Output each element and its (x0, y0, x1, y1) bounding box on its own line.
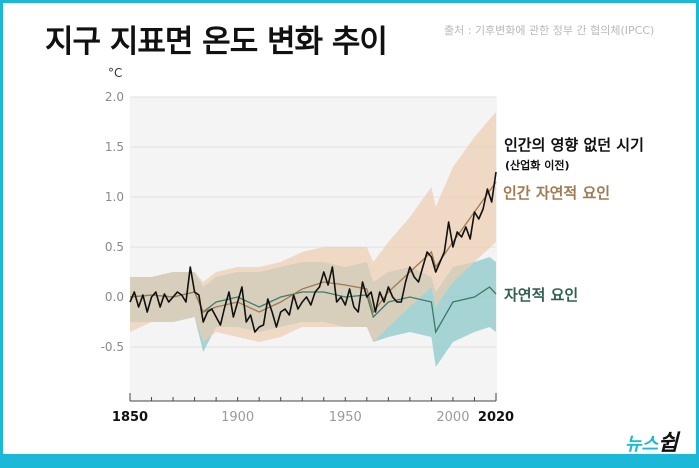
x-tick-label: 1950 (329, 410, 362, 425)
y-tick-label: 0.5 (105, 240, 124, 254)
page-title: 지구 지표면 온도 변화 추이 (45, 24, 388, 60)
series-lines (129, 171, 497, 334)
line-human-natural (129, 181, 497, 314)
source-note: 출처 : 기후변화에 관한 정부 간 협의체(IPCC) (444, 24, 655, 37)
y-tick-label: 0.0 (105, 290, 124, 304)
y-tick-label: 2.0 (105, 90, 124, 104)
y-tick-label: 1.5 (105, 140, 124, 154)
legend-label-observed: 인간의 영향 없던 시기 (504, 136, 644, 154)
legend-label-human-natural: 인간 자연적 요인 (503, 184, 611, 202)
x-tick-label: 2000 (436, 410, 469, 425)
logo-part-2: 쉽 (658, 431, 679, 456)
y-tick-label: -0.5 (101, 340, 124, 354)
line-observed (129, 171, 497, 333)
y-axis-unit: °C (108, 66, 123, 80)
legend-label-natural: 자연적 요인 (504, 286, 579, 304)
x-tick-label: 1850 (112, 410, 148, 425)
x-tick-label: 1900 (221, 410, 254, 425)
y-tick-label: 1.0 (105, 190, 124, 204)
x-tick-label: 2020 (478, 410, 514, 425)
logo-part-1: 뉴스 (625, 434, 659, 455)
y-axis: 2.0 1.5 1.0 0.5 0.0 -0.5 (101, 90, 124, 354)
legend-sublabel-observed: (산업화 이전) (505, 159, 570, 172)
brand-logo: 뉴스쉽 (625, 425, 678, 457)
x-axis: 1850 1900 1950 2000 2020 (112, 393, 514, 425)
